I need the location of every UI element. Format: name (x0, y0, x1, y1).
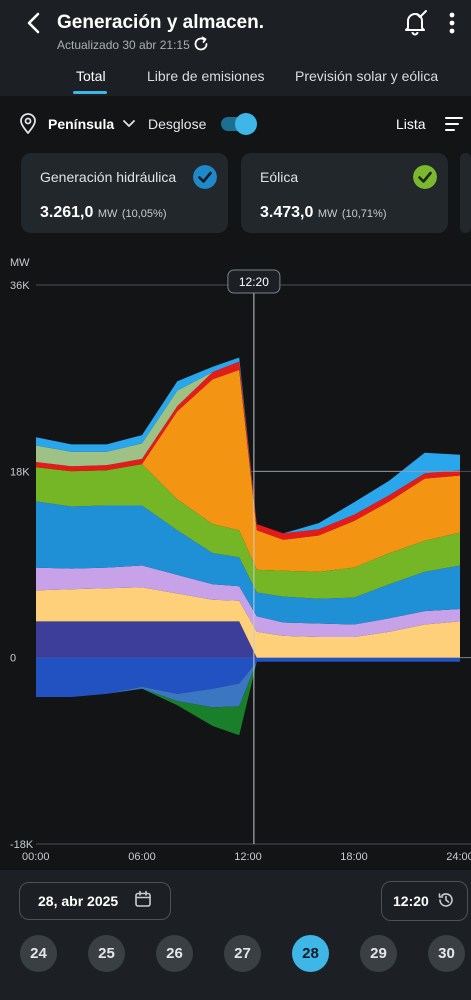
day-chip[interactable]: 29 (360, 935, 397, 972)
area-series-1 (36, 587, 460, 658)
x-tick-label: 24:00 (446, 851, 471, 863)
area-series-0 (36, 621, 460, 658)
breakdown-label: Desglose (148, 116, 207, 132)
history-icon[interactable] (437, 891, 455, 909)
time-picker-button[interactable] (381, 881, 468, 921)
refresh-icon[interactable] (192, 35, 210, 53)
y-tick-label: 36K (10, 280, 30, 292)
area-series-5 (36, 369, 460, 572)
toggle-knob (235, 113, 257, 135)
check-circle-icon[interactable] (193, 165, 217, 189)
calendar-icon[interactable] (134, 890, 152, 908)
area-series-3 (36, 501, 460, 625)
card-percent: (10,71%) (341, 208, 387, 220)
card-title: Eólica (260, 169, 299, 185)
card-unit: MW (317, 208, 338, 220)
card-value-number: 3.473,0 (260, 204, 314, 221)
check-circle-icon[interactable] (413, 165, 437, 189)
tab-prevision-clip: Previsión solar y eólica (295, 66, 471, 88)
last-updated-text: Actualizado 30 abr 21:15 (57, 38, 190, 52)
card-title: Generación hidráulica (40, 169, 177, 185)
negative-area-series-0 (36, 657, 460, 697)
area-series-4 (36, 464, 460, 599)
x-tick-label: 12:00 (234, 851, 262, 863)
location-pin-icon[interactable] (18, 113, 38, 135)
day-chip[interactable]: 24 (20, 935, 57, 972)
x-tick-label: 18:00 (340, 851, 368, 863)
tab-prevision-solar-eolica[interactable]: Previsión solar y eólica (295, 68, 439, 84)
tab-total[interactable]: Total (76, 68, 106, 84)
active-tab-indicator (73, 91, 107, 94)
x-tick-label: 00:00 (22, 851, 50, 863)
cursor-time-label: 12:20 (239, 275, 269, 289)
app-header (0, 0, 471, 96)
bell-check-icon[interactable] (401, 8, 429, 36)
day-chip[interactable]: 25 (88, 935, 125, 972)
page-title: Generación y almacen. (57, 12, 264, 33)
date-picker-button[interactable] (19, 882, 171, 920)
back-arrow-icon[interactable] (22, 10, 48, 36)
tab-libre-de-emisiones[interactable]: Libre de emisiones (147, 68, 265, 84)
card-hydro[interactable]: Generación hidráulica 3.261,0 MW (10,05%… (21, 153, 228, 233)
card-value: 3.473,0 MW (10,71%) (260, 204, 386, 222)
list-sort-icon[interactable] (444, 114, 464, 134)
selected-date[interactable]: 28, abr 2025 (38, 893, 119, 909)
day-chip[interactable]: 30 (428, 935, 465, 972)
cursor-time-box (227, 269, 281, 294)
region-selector[interactable]: Península (48, 116, 115, 132)
area-series-8 (36, 357, 460, 534)
y-tick-label: 18K (10, 466, 30, 478)
y-axis-label: MW (10, 257, 30, 269)
card-unit: MW (97, 208, 118, 220)
breakdown-toggle[interactable] (221, 113, 257, 135)
card-percent: (10,05%) (121, 208, 167, 220)
day-chip-selected[interactable]: 28 (292, 935, 329, 972)
card-value-number: 3.261,0 (40, 204, 94, 221)
day-chip[interactable]: 26 (156, 935, 193, 972)
list-view-button[interactable]: Lista (396, 116, 426, 132)
x-tick-label: 06:00 (128, 851, 156, 863)
area-series-2 (36, 565, 460, 637)
y-tick-label: 0 (10, 653, 16, 665)
card-next-partial[interactable] (460, 153, 471, 233)
chart-cursor: 12:20 (227, 269, 460, 844)
selected-time[interactable]: 12:20 (393, 893, 429, 909)
chevron-down-icon[interactable] (122, 116, 136, 130)
day-chip[interactable]: 27 (224, 935, 261, 972)
card-wind[interactable]: Eólica 3.473,0 MW (10,71%) (241, 153, 448, 233)
chart-areas (36, 357, 460, 736)
more-options-icon[interactable] (444, 10, 460, 36)
y-tick-label: -18K (10, 839, 34, 851)
card-value: 3.261,0 MW (10,05%) (40, 204, 166, 222)
